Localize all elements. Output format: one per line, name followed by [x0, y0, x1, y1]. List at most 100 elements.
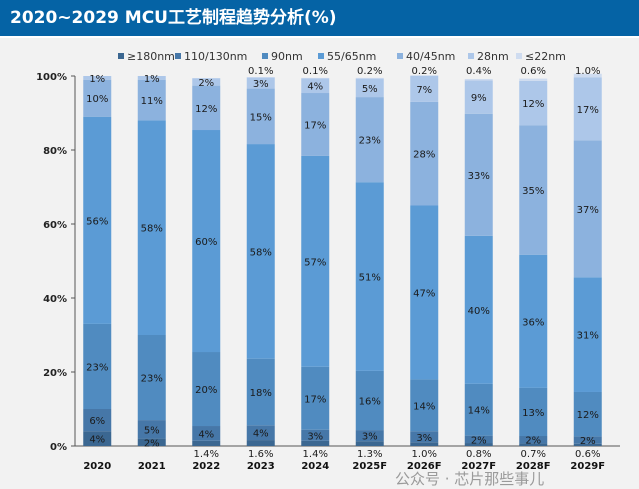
title-divider [0, 36, 639, 38]
bar-segment [410, 379, 439, 432]
data-label: 17% [577, 105, 599, 116]
data-label: 40% [468, 306, 490, 317]
bar-segment [464, 235, 493, 384]
data-label: 37% [577, 205, 599, 216]
data-label: 0.4% [466, 66, 491, 77]
data-label: 4% [307, 82, 323, 93]
data-label: 12% [195, 104, 217, 115]
data-label: 31% [577, 331, 599, 342]
data-label: 2% [144, 438, 160, 449]
y-tick-label: 60% [43, 220, 67, 231]
data-label: 3% [416, 433, 432, 444]
bar-segment [192, 352, 221, 427]
bar-segment [137, 76, 166, 80]
data-label: 0.2% [412, 66, 437, 77]
bar-segment [519, 443, 548, 446]
bar-segment [355, 77, 384, 79]
bar-segment [83, 409, 112, 432]
bar-segment [355, 182, 384, 371]
data-label: 3% [307, 431, 323, 442]
bar-segment [464, 113, 493, 236]
data-label: 60% [195, 237, 217, 248]
data-label: 17% [304, 120, 326, 131]
data-label: 0.1% [248, 66, 273, 77]
bar-segment [301, 440, 330, 446]
data-label: 4% [89, 435, 105, 446]
bar-segment [192, 85, 221, 131]
bar-segment [573, 73, 602, 78]
x-tick-label: 2023 [247, 461, 275, 472]
bar-segment [355, 370, 384, 431]
legend-label: 40/45nm [406, 50, 455, 63]
data-label: 0.6% [521, 66, 546, 77]
x-tick-label: 2024 [301, 461, 329, 472]
bar-segment [519, 254, 548, 388]
data-label: 0.1% [303, 66, 328, 77]
bar-segment [355, 78, 384, 98]
bar-segment [246, 88, 275, 145]
x-tick-label: 2021 [138, 461, 166, 472]
y-tick-label: 0% [50, 442, 67, 453]
x-tick-label: 2028F [516, 461, 551, 472]
data-label: 12% [577, 410, 599, 421]
bar-segment [573, 436, 602, 444]
data-label: 20% [195, 385, 217, 396]
legend-label: 55/65nm [327, 50, 376, 63]
data-label: 10% [86, 94, 108, 105]
bar-segment [192, 130, 221, 353]
data-label: 2% [525, 436, 541, 447]
bar-segment [83, 79, 112, 117]
bar-segment [410, 101, 439, 206]
bar-segment [355, 430, 384, 442]
data-label: 3% [362, 432, 378, 443]
legend-swatch [468, 53, 474, 59]
x-tick-label: 2022 [192, 461, 220, 472]
data-label: 11% [141, 96, 163, 107]
x-tick-label: 2020 [83, 461, 111, 472]
data-label: 2% [471, 435, 487, 446]
bar-segment [464, 80, 493, 114]
bar-segment [246, 144, 275, 359]
data-label: 47% [413, 288, 435, 299]
bar-segment [301, 93, 330, 156]
bar-segment [464, 435, 493, 444]
bar-segment [83, 116, 112, 324]
x-tick-label: 2029F [570, 461, 605, 472]
bar-segment [355, 441, 384, 446]
bar-segment [410, 431, 439, 443]
bar-segment [83, 76, 112, 80]
bar-segment [192, 78, 221, 86]
data-label: 4% [198, 429, 214, 440]
bar-segment [519, 387, 548, 437]
data-label: 5% [362, 84, 378, 95]
data-label: 7% [416, 85, 432, 96]
legend-swatch [175, 53, 181, 59]
data-label: 28% [413, 150, 435, 161]
bar-segment [137, 420, 166, 439]
bar-segment [301, 366, 330, 430]
chart-title: 2020~2029 MCU工艺制程趋势分析(%) [0, 0, 639, 36]
data-label: 17% [304, 394, 326, 405]
bar-segment [355, 97, 384, 183]
y-tick-label: 100% [36, 72, 67, 83]
data-label: 58% [250, 247, 272, 258]
legend-swatch [397, 53, 403, 59]
data-label: 57% [304, 257, 326, 268]
data-label: 23% [86, 362, 108, 373]
x-tick-label: 2027F [461, 461, 496, 472]
legend-swatch [262, 53, 268, 59]
data-label: 13% [522, 408, 544, 419]
legend-swatch [118, 53, 124, 59]
bar-segment [192, 440, 221, 446]
data-label: 1.4% [303, 449, 328, 460]
bar-segment [573, 391, 602, 437]
bar-segment [410, 205, 439, 380]
data-label: 51% [359, 273, 381, 284]
bar-segment [137, 120, 166, 336]
bar-segment [246, 440, 275, 446]
x-tick-label: 2025F [352, 461, 387, 472]
legend-label: ≤22nm [525, 50, 566, 63]
legend-label: ≥180nm [127, 50, 175, 63]
bar-segment [519, 80, 548, 126]
legend-label: 28nm [477, 50, 509, 63]
